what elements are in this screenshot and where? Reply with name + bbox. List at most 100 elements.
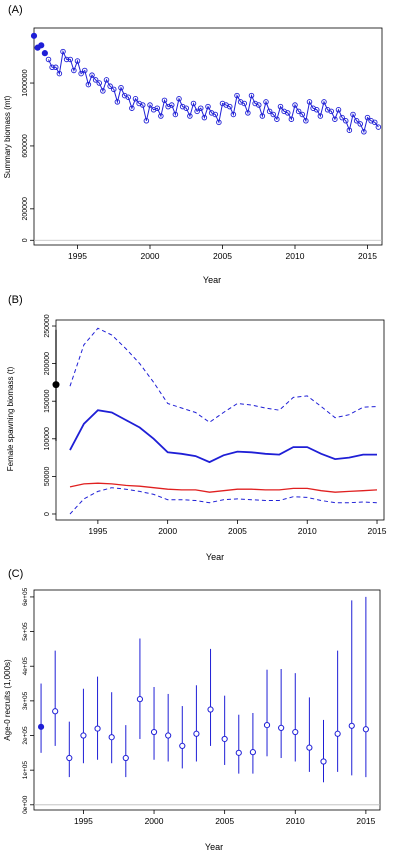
recruit-point [136, 696, 144, 703]
biomass-point [168, 102, 175, 108]
biomass-point [277, 103, 284, 110]
y-tick-label: 150000 [44, 389, 51, 412]
panel-a-chart: Summary biomass (mt) Year 1995 2000 2005 20… [3, 27, 383, 285]
biomass-point [67, 56, 73, 63]
biomass-point [288, 116, 295, 122]
recruit-point [263, 722, 271, 729]
biomass-point [263, 99, 269, 105]
biomass-point [110, 86, 117, 93]
biomass-point [292, 102, 298, 108]
biomass-point [56, 70, 63, 77]
biomass-point [328, 108, 335, 115]
biomass-point [314, 107, 320, 113]
biomass-point [85, 81, 92, 88]
recruit-point [249, 749, 256, 756]
biomass-point [364, 114, 371, 121]
panel-b: Female spawning biomass (t) Year 1995 200… [0, 282, 400, 564]
x-tick-label: 2015 [356, 816, 375, 826]
biomass-point [343, 118, 349, 124]
biomass-point [332, 116, 338, 122]
biomass-point [303, 118, 309, 124]
biomass-point [256, 102, 262, 108]
biomass-point [125, 94, 131, 100]
panel-b-chart: Female spawning biomass (t) Year 1995 200… [6, 314, 387, 562]
recruit-point [122, 754, 129, 762]
plot-frame [33, 589, 381, 811]
panel-b-xlabel: Year [206, 552, 224, 562]
initial-biomass-point [38, 42, 45, 49]
recruit-point [235, 749, 242, 756]
y-tick-label: 0 [22, 238, 29, 242]
biomass-point [226, 103, 233, 110]
biomass-point [92, 77, 99, 83]
recruit-point [150, 728, 158, 736]
biomass-line [48, 49, 379, 134]
y-tick-label: 3e+05 [22, 691, 29, 710]
biomass-point [107, 83, 113, 89]
biomass-point [176, 96, 182, 102]
x-tick-label: 2015 [358, 251, 377, 261]
y-tick-label: 200000 [44, 352, 51, 375]
biomass-point [100, 88, 106, 94]
panel-c-xlabel: Year [205, 842, 223, 852]
biomass-point [78, 70, 84, 77]
recruit-point [278, 724, 285, 731]
x-tick-label: 2010 [298, 526, 317, 536]
biomass-point [71, 67, 77, 74]
y-tick-label: 2e+05 [22, 726, 29, 745]
biomass-point [190, 100, 197, 107]
biomass-point [216, 119, 222, 126]
recruit-point [334, 730, 341, 737]
biomass-point [53, 64, 59, 71]
biomass-point [161, 97, 168, 104]
x-tick-label: 1995 [68, 251, 87, 261]
x-tick-label: 1995 [88, 526, 107, 536]
panel-c: Age-0 recruits (1,000s) Year 1995 2000 200… [0, 564, 400, 852]
biomass-point [143, 118, 150, 124]
biomass-point [60, 48, 66, 55]
recruit-point [66, 754, 73, 762]
biomass-point [183, 105, 189, 111]
recruit-point [221, 735, 228, 743]
biomass-point [245, 110, 251, 116]
panel-b-label: (B) [8, 294, 23, 306]
y-tick-label: 4e+05 [22, 657, 29, 676]
biomass-point [96, 80, 102, 86]
y-tick-label: 200000 [22, 197, 29, 220]
recruit-point [108, 734, 115, 741]
recruit-point [94, 725, 101, 732]
x-tick-label: 2000 [145, 816, 164, 826]
biomass-point [45, 56, 52, 63]
biomass-point [274, 116, 280, 122]
initial-biomass-point [30, 32, 38, 39]
plot-frame [55, 319, 385, 521]
recruit-point [80, 732, 87, 739]
biomass-point [241, 100, 247, 107]
x-tick-label: 2010 [286, 816, 305, 826]
biomass-point [74, 58, 81, 64]
x-tick-label: 2015 [368, 526, 387, 536]
recruit-point [320, 758, 327, 765]
biomass-point [270, 111, 277, 118]
biomass-point [285, 110, 291, 116]
recruit-point [306, 744, 313, 751]
lower-interval-line [69, 487, 378, 515]
panel-a-label: (A) [8, 4, 23, 16]
panel-c-label: (C) [8, 568, 24, 580]
y-tick-label: 1000000 [22, 69, 29, 96]
recruit-point [165, 732, 172, 739]
biomass-point [205, 103, 211, 110]
upper-interval-line [69, 327, 378, 423]
biomass-point [353, 118, 360, 124]
biomass-point [194, 108, 200, 115]
y-tick-label: 0e+00 [22, 795, 29, 814]
recruit-point [52, 708, 59, 715]
y-tick-label: 0 [44, 512, 51, 516]
biomass-point [230, 111, 237, 118]
biomass-point [234, 92, 240, 99]
biomass-point [266, 108, 273, 115]
x-tick-label: 2000 [141, 251, 160, 261]
initial-recruit-point [37, 723, 45, 730]
biomass-point [375, 124, 382, 130]
biomass-point [197, 105, 204, 111]
